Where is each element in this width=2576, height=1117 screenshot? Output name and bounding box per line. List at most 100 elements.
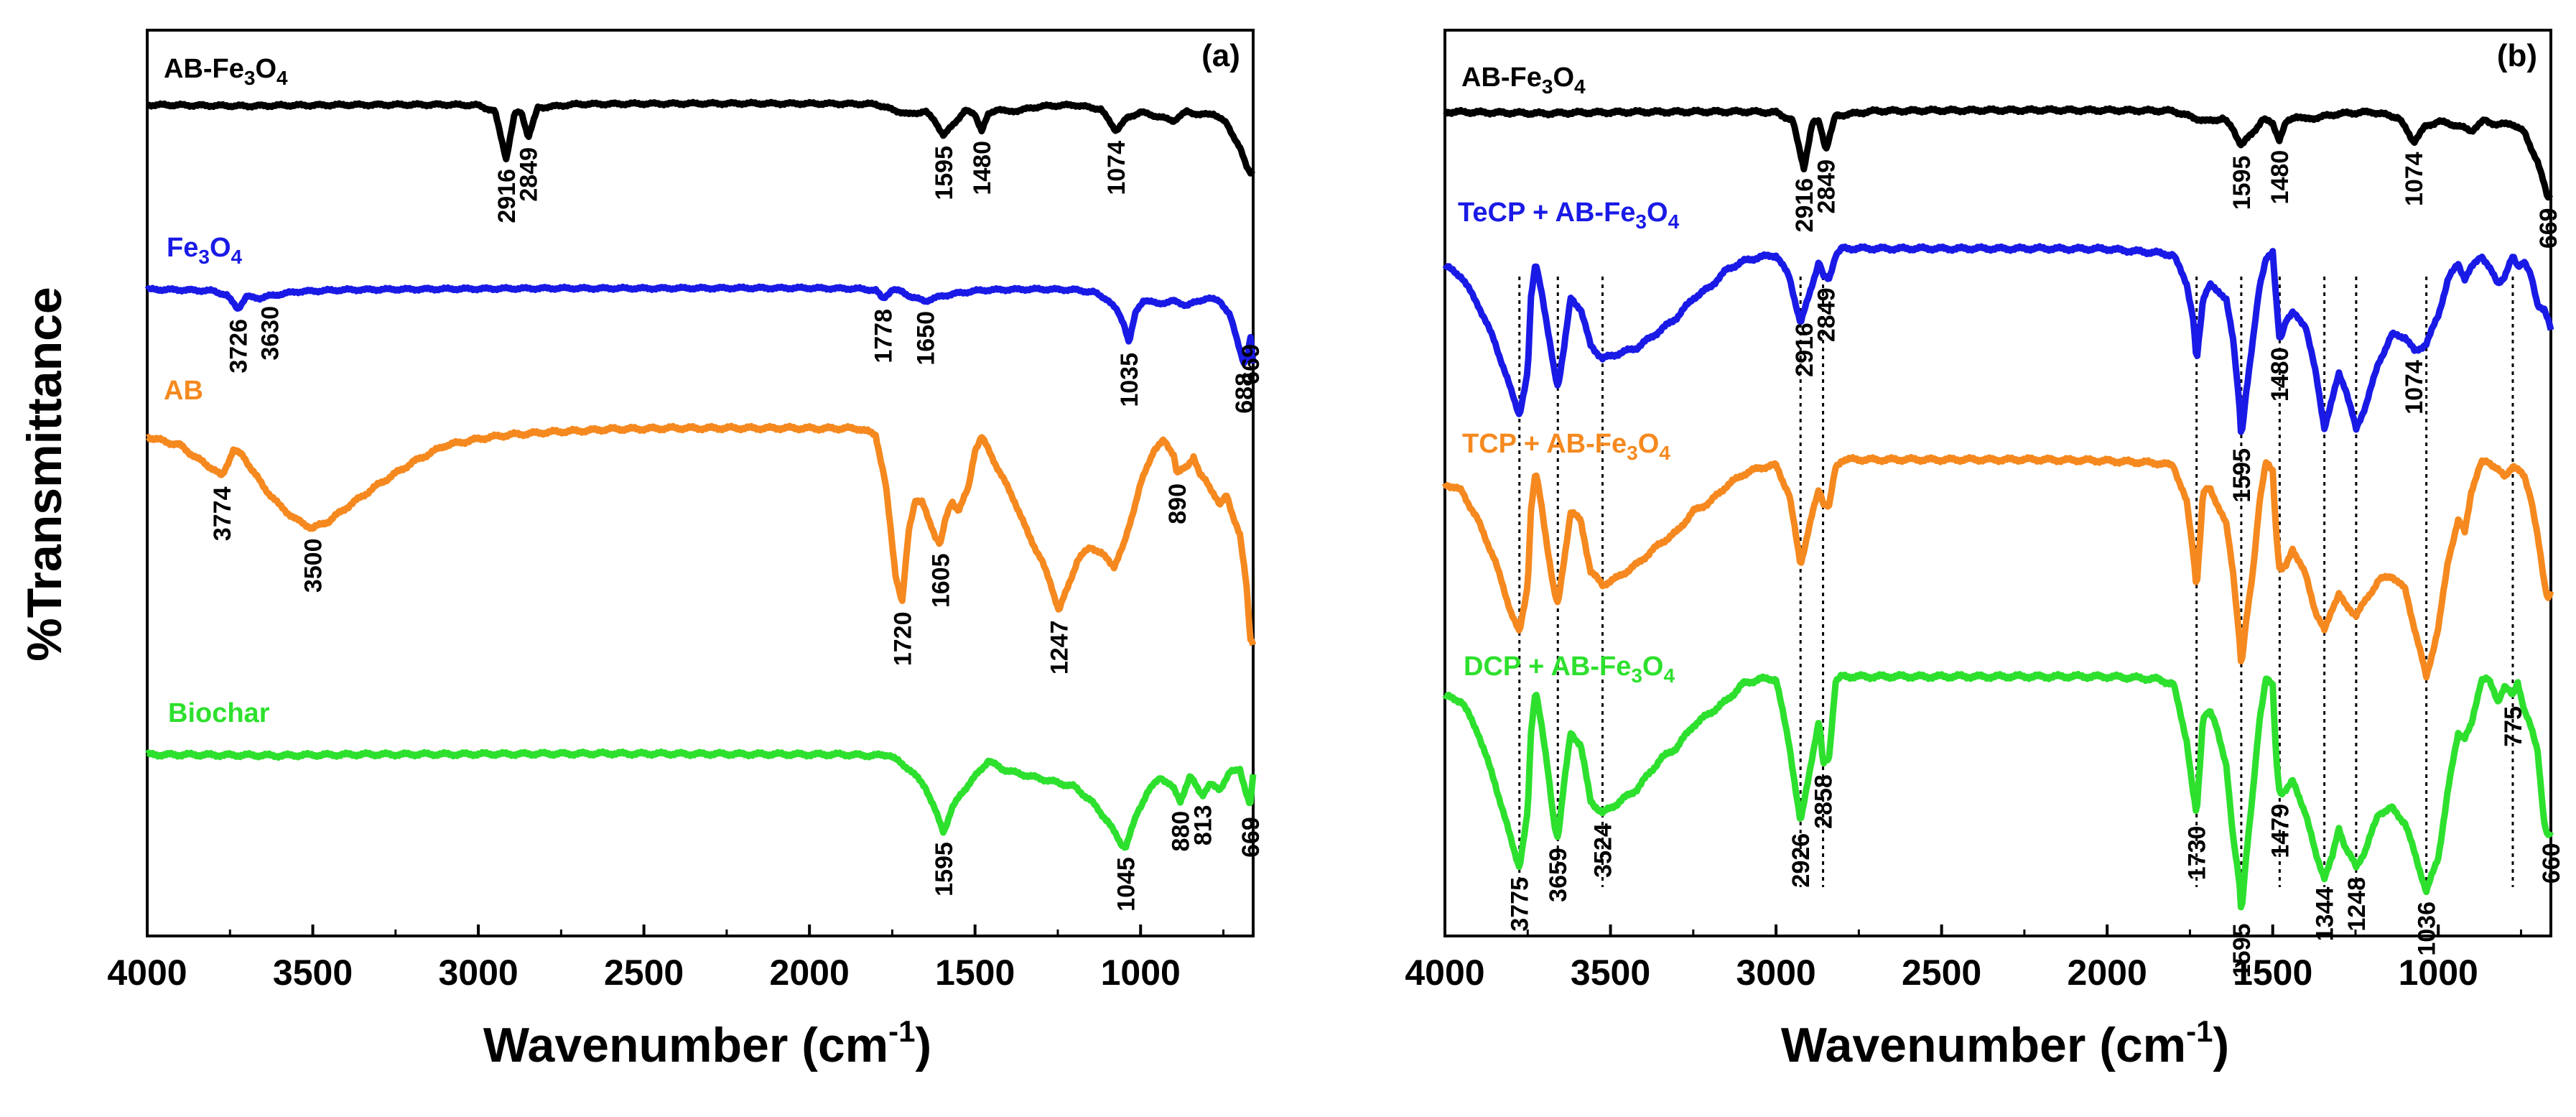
series-label-sub: 4 <box>1659 442 1670 464</box>
series-label-base: Fe <box>167 233 198 263</box>
x-tick-label: 2500 <box>604 953 684 993</box>
series-label-sub: 3 <box>1542 75 1553 98</box>
series-label: Fe3O4 <box>167 233 243 268</box>
x-axis-label-close: ) <box>916 1018 932 1072</box>
peak-label: 1344 <box>2312 887 2339 942</box>
series-line-ab-fe3o4 <box>145 98 1256 177</box>
peak-label: 1074 <box>1103 141 1130 195</box>
x-tick-label: 3500 <box>1571 953 1650 993</box>
series-label-mid: O <box>210 233 231 263</box>
series-label: Biochar <box>168 698 270 728</box>
x-axis-label-main: Wavenumber (cm <box>483 1018 888 1072</box>
series-label-base: DCP + AB-Fe <box>1464 652 1631 682</box>
peak-label: 1248 <box>2343 877 2371 932</box>
series-line-dcp-ab-fe3o4 <box>1442 670 2554 911</box>
peak-label: 1595 <box>931 146 958 200</box>
series-line-biochar <box>145 748 1257 851</box>
peak-label: 2916 <box>1791 178 1818 233</box>
peak-label: 688 <box>1231 373 1258 414</box>
peak-label: 2858 <box>1810 774 1838 829</box>
peak-label: 2916 <box>493 169 521 223</box>
plot-frame <box>146 29 1255 937</box>
series-label-sub: 3 <box>244 67 256 89</box>
peak-label: 2849 <box>516 147 543 202</box>
x-tick-label: 4000 <box>1405 953 1484 993</box>
series-label-base: AB <box>164 376 203 406</box>
peak-label: 775 <box>2500 706 2527 747</box>
peak-label: 813 <box>1190 805 1217 845</box>
chart-panel-b: (b) 4000 3500 3000 2500 2000 1500 1000 Wavenumbe… <box>1405 29 2565 1072</box>
peak-label: 660 <box>2538 843 2565 884</box>
peak-label: 1074 <box>2401 152 2428 206</box>
peak-label: 1480 <box>2266 150 2294 205</box>
series-line-ab-fe3o4 <box>1443 105 2554 201</box>
peak-label: 3659 <box>1545 848 1572 902</box>
series-label-sub: 3 <box>1627 442 1638 464</box>
series-label: AB-Fe3O4 <box>1461 62 1586 98</box>
chart-panel-a: (a) 4000 3500 3000 2500 2000 1500 1000 Wavenumbe… <box>107 29 1265 1072</box>
peak-label: 2926 <box>1787 833 1815 888</box>
x-axis-label-main: Wavenumber (cm <box>1781 1018 2186 1072</box>
series-label: AB-Fe3O4 <box>164 54 288 89</box>
peak-label: 2916 <box>1791 323 1818 377</box>
peak-label: 1480 <box>969 141 996 195</box>
series-label-mid: O <box>1642 652 1664 682</box>
peak-label: 1595 <box>2228 156 2256 210</box>
peak-label: 1595 <box>2228 924 2256 978</box>
peak-label: 669 <box>2535 208 2562 249</box>
series-line-ab <box>145 422 1257 646</box>
x-axis-label-sup: -1 <box>2186 1014 2213 1048</box>
peak-label: 3774 <box>209 486 236 541</box>
x-tick-label: 3000 <box>438 953 518 993</box>
x-axis-label-close: ) <box>2213 1018 2230 1072</box>
series-label-sub: 4 <box>231 246 243 268</box>
peak-label: 1720 <box>889 612 916 667</box>
peak-label: 3630 <box>257 306 284 361</box>
x-tick-label: 3000 <box>1736 953 1815 993</box>
peak-label: 2849 <box>1813 288 1841 343</box>
peak-label: 1035 <box>1116 353 1143 407</box>
series-label: AB <box>164 376 203 406</box>
series-label: TeCP + AB-Fe3O4 <box>1458 198 1680 233</box>
peak-label: 3726 <box>225 319 252 374</box>
series-label-sub: 4 <box>1668 210 1680 233</box>
x-tick-label: 1500 <box>2233 953 2312 993</box>
peak-label: 1074 <box>2401 360 2428 414</box>
series-label-sub: 4 <box>276 67 288 89</box>
peak-label: 880 <box>1168 811 1195 852</box>
series-label-sub: 3 <box>1635 210 1647 233</box>
peak-label: 1036 <box>2414 902 2441 956</box>
peak-label: 1730 <box>2184 826 2211 881</box>
peak-label: 1595 <box>931 842 958 896</box>
series-label-mid: O <box>1647 198 1668 228</box>
panel-tag: (b) <box>2497 38 2537 73</box>
peak-label: 3775 <box>1507 877 1534 932</box>
x-tick-label: 1000 <box>2399 953 2478 993</box>
x-axis-label: Wavenumber (cm-1) <box>1781 1014 2229 1072</box>
peak-label: 1247 <box>1046 621 1073 675</box>
peak-label: 1479 <box>2266 804 2294 858</box>
x-tick-label: 3500 <box>273 953 353 993</box>
series-line-tcp-ab-fe3o4 <box>1441 454 2554 681</box>
peak-label: 890 <box>1164 483 1191 524</box>
plot-frame <box>1443 29 2552 937</box>
x-tick-label: 2000 <box>770 953 850 993</box>
series-label-sub: 4 <box>1574 75 1586 98</box>
peak-label: 669 <box>1237 817 1265 858</box>
series-label-mid: O <box>1553 62 1574 93</box>
series-label-base: Biochar <box>168 698 270 728</box>
x-axis-label-sup: -1 <box>888 1014 915 1048</box>
peak-label: 1650 <box>913 311 940 366</box>
x-tick-label: 2000 <box>2068 953 2147 993</box>
peak-label: 1778 <box>870 309 898 363</box>
series-label-base: TeCP + AB-Fe <box>1458 198 1635 228</box>
x-tick-label: 1000 <box>1101 953 1181 993</box>
x-tick-label: 1500 <box>935 953 1015 993</box>
peak-label: 3500 <box>300 539 327 593</box>
peak-label: 1595 <box>2228 448 2256 503</box>
peak-label: 3524 <box>1590 823 1617 878</box>
series-label-base: AB-Fe <box>164 54 244 84</box>
x-axis-label: Wavenumber (cm-1) <box>483 1014 931 1072</box>
panel-tag: (a) <box>1201 38 1240 73</box>
